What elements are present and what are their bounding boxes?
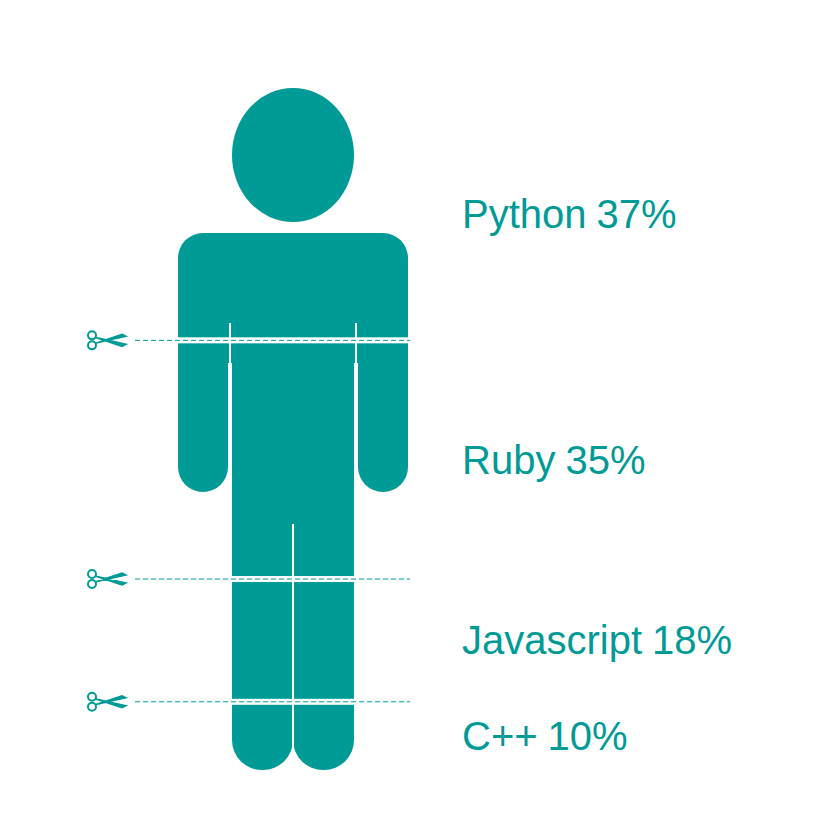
scissors-handle — [88, 580, 96, 588]
cut — [88, 693, 416, 711]
value-label: 10% — [548, 714, 628, 758]
cut-line — [135, 701, 410, 702]
category-label: Ruby — [462, 438, 555, 482]
segment — [178, 340, 408, 579]
cut — [88, 331, 416, 349]
figure-part — [232, 470, 293, 579]
figure-part — [232, 702, 293, 770]
figure-part — [293, 470, 354, 579]
scissors-icon — [88, 331, 126, 349]
figure-part — [293, 702, 354, 770]
scissors-handle — [88, 703, 96, 711]
figure-part — [178, 260, 228, 340]
figure-part — [292, 579, 294, 702]
cut-line — [135, 340, 410, 341]
cuts — [88, 331, 416, 710]
category-label: Python — [462, 192, 587, 236]
segment — [178, 88, 408, 340]
cut-line — [135, 579, 410, 580]
figure-part — [232, 260, 354, 340]
figure-part — [358, 260, 408, 340]
segment-label: Python37% — [462, 192, 677, 236]
scissors-blade — [95, 334, 126, 346]
scissors-blade — [95, 696, 126, 708]
figure-part — [232, 88, 354, 222]
segment-label: C++10% — [462, 714, 628, 758]
value-label: 18% — [652, 618, 732, 662]
figure-part — [232, 579, 293, 702]
scissors-handle — [88, 693, 96, 701]
figure-part — [178, 340, 228, 492]
category-label: C++ — [462, 714, 538, 758]
figure-part — [358, 340, 408, 492]
cut — [88, 570, 416, 588]
figure-part — [292, 524, 294, 579]
scissors-handle — [88, 341, 96, 349]
marks — [178, 88, 408, 770]
value-label: 37% — [597, 192, 677, 236]
scissors-handle — [88, 331, 96, 339]
labels: Python37% Ruby35% Javascript18% C++10% — [462, 192, 732, 758]
scissors-icon — [88, 570, 126, 588]
scissors-handle — [88, 570, 96, 578]
segment-label: Javascript18% — [462, 618, 732, 662]
figure-part — [292, 702, 294, 770]
scissors-icon — [88, 693, 126, 711]
category-label: Javascript — [462, 618, 642, 662]
figure-part — [355, 340, 357, 495]
segment — [178, 579, 408, 702]
figure-part — [293, 579, 354, 702]
value-label: 35% — [565, 438, 645, 482]
figure-part — [229, 340, 231, 495]
segment-label: Ruby35% — [462, 438, 645, 482]
segment — [178, 702, 408, 770]
scissors-blade — [95, 573, 126, 585]
chart: Python37% Ruby35% Javascript18% C++10% — [0, 0, 819, 822]
